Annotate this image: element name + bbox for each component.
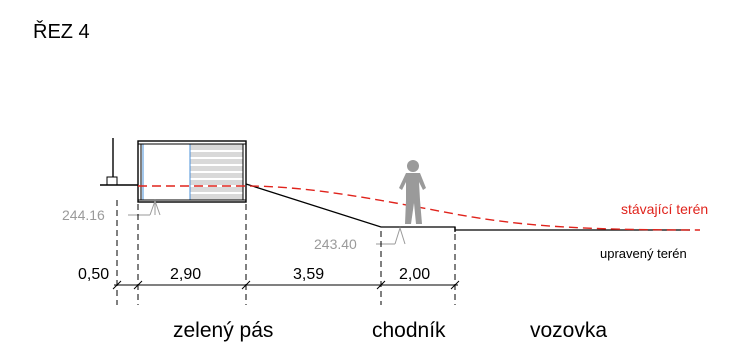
dimension-line <box>112 280 460 290</box>
person-silhouette <box>399 160 426 224</box>
dimension-extension-lines <box>116 200 456 305</box>
planter-box <box>137 140 247 203</box>
existing-terrain-line <box>138 185 701 231</box>
dimension-value-3: 3,59 <box>293 266 324 283</box>
level-label-2: 243.40 <box>314 236 357 252</box>
dimension-value-2: 2,90 <box>170 266 201 283</box>
zone-label-green-strip: zelený pás <box>173 319 273 342</box>
zone-label-road: vozovka <box>530 319 607 342</box>
legend-existing-terrain: stávající terén <box>621 201 708 217</box>
dimension-value-4: 2,00 <box>399 266 430 283</box>
railing-post <box>100 138 138 186</box>
level-label-1: 244.16 <box>62 207 105 223</box>
legend-modified-terrain: upravený terén <box>600 246 687 261</box>
level-marker-2 <box>376 226 406 245</box>
section-title: ŘEZ 4 <box>33 20 90 43</box>
level-marker-1 <box>128 199 161 216</box>
dimension-value-1: 0,50 <box>78 266 109 283</box>
zone-label-sidewalk: chodník <box>372 319 446 342</box>
